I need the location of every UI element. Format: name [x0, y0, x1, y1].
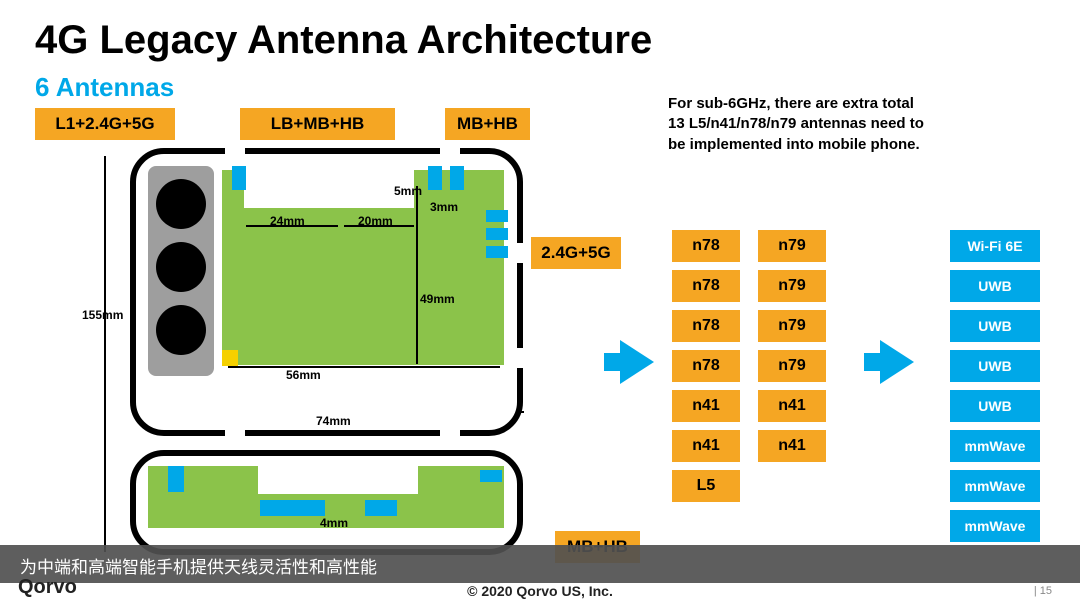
antenna-gap	[225, 428, 245, 440]
antenna-band-box: n79	[758, 270, 826, 302]
dim-label-5: 5mm	[394, 184, 422, 198]
phone-diagram	[130, 148, 523, 558]
dim-label-74: 74mm	[316, 414, 351, 428]
antenna-strip	[486, 246, 508, 258]
antenna-strip	[260, 500, 325, 516]
antenna-column-1: n78 n78 n78 n78 n41 n41 L5	[672, 230, 740, 502]
antenna-strip	[486, 210, 508, 222]
antenna-gap	[440, 144, 460, 156]
antenna-gap	[225, 144, 245, 156]
antenna-strip	[365, 500, 397, 516]
antenna-band-box: n79	[758, 230, 826, 262]
slide-title: 4G Legacy Antenna Architecture	[35, 18, 652, 63]
antenna-band-box: n41	[758, 430, 826, 462]
dim-label-155: 155mm	[82, 308, 123, 322]
camera-module	[148, 166, 214, 376]
antenna-strip	[168, 466, 184, 492]
antenna-band-box: mmWave	[950, 470, 1040, 502]
dim-label-24: 24mm	[270, 214, 305, 228]
slide-subtitle: 6 Antennas	[35, 72, 174, 103]
antenna-band-box: mmWave	[950, 510, 1040, 542]
dim-line-155	[104, 156, 106, 552]
camera-lens-icon	[156, 242, 206, 292]
pcb-main	[222, 170, 504, 365]
antenna-strip	[232, 166, 246, 190]
note-text: For sub-6GHz, there are extra total 13 L…	[668, 94, 928, 155]
dim-line-49	[416, 186, 418, 364]
antenna-band-box: n78	[672, 230, 740, 262]
dim-label-4: 4mm	[320, 516, 348, 530]
antenna-band-box: L5	[672, 470, 740, 502]
antenna-band-box: UWB	[950, 270, 1040, 302]
antenna-band-box: n78	[672, 350, 740, 382]
dim-label-3: 3mm	[430, 200, 458, 214]
antenna-band-box: n41	[672, 390, 740, 422]
antenna-band-box: UWB	[950, 390, 1040, 422]
antenna-band-box: UWB	[950, 310, 1040, 342]
antenna-band-box: n41	[758, 390, 826, 422]
caption-overlay: 为中端和高端智能手机提供天线灵活性和高性能	[0, 545, 1080, 583]
antenna-band-box: Wi-Fi 6E	[950, 230, 1040, 262]
antenna-strip	[450, 166, 464, 190]
antenna-feed	[222, 350, 238, 366]
antenna-gap	[515, 348, 527, 368]
antenna-column-2: n79 n79 n79 n79 n41 n41	[758, 230, 826, 462]
antenna-strip	[428, 166, 442, 190]
antenna-band-box: UWB	[950, 350, 1040, 382]
antenna-band-box: n79	[758, 350, 826, 382]
antenna-band-box: mmWave	[950, 430, 1040, 462]
page-number: | 15	[1034, 585, 1052, 597]
antenna-label-top1: L1+2.4G+5G	[35, 108, 175, 140]
antenna-gap	[515, 243, 527, 263]
antenna-label-top3: MB+HB	[445, 108, 530, 140]
antenna-band-box: n41	[672, 430, 740, 462]
camera-lens-icon	[156, 179, 206, 229]
arrow-icon	[880, 340, 914, 384]
antenna-label-right1: 2.4G+5G	[531, 237, 621, 269]
antenna-strip	[486, 228, 508, 240]
slide: 4G Legacy Antenna Architecture 6 Antenna…	[0, 0, 1080, 603]
antenna-band-box: n78	[672, 270, 740, 302]
dim-line-56	[228, 366, 500, 368]
antenna-label-top2: LB+MB+HB	[240, 108, 395, 140]
dim-label-49: 49mm	[420, 292, 455, 306]
antenna-band-box: n78	[672, 310, 740, 342]
dim-label-20: 20mm	[358, 214, 393, 228]
antenna-column-3: Wi-Fi 6E UWB UWB UWB UWB mmWave mmWave mmWave	[950, 230, 1040, 542]
camera-lens-icon	[156, 305, 206, 355]
antenna-gap	[440, 428, 460, 440]
antenna-band-box: n79	[758, 310, 826, 342]
copyright-text: © 2020 Qorvo US, Inc.	[0, 583, 1080, 599]
antenna-strip	[480, 470, 502, 482]
arrow-icon	[620, 340, 654, 384]
dim-label-56: 56mm	[286, 368, 321, 382]
